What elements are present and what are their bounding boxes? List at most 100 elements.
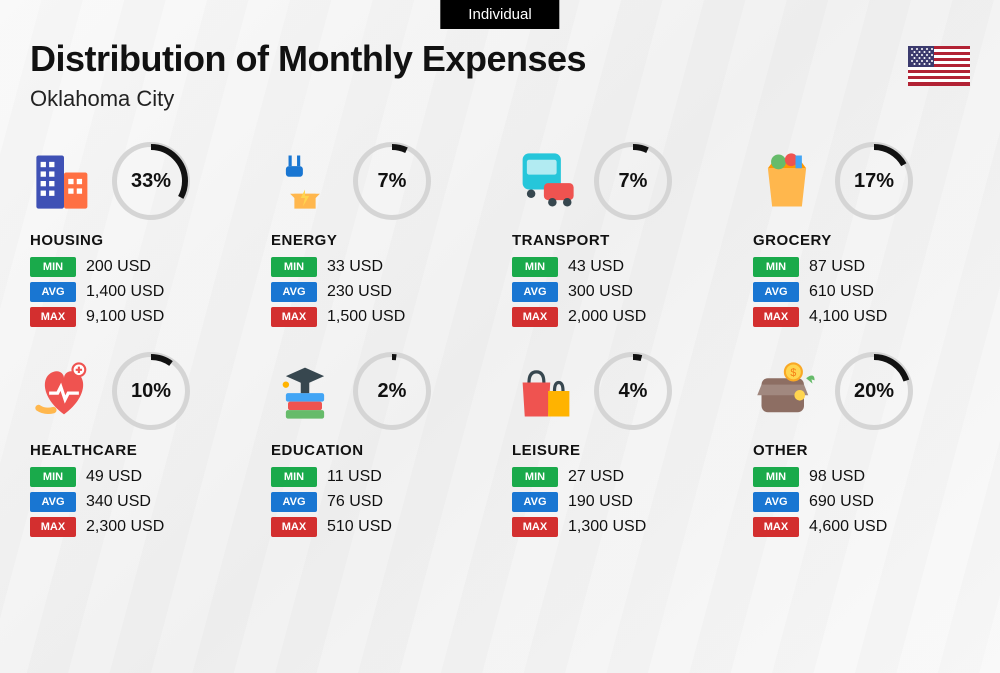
stat-max: MAX 2,000 USD [512,307,729,327]
stat-max: MAX 510 USD [271,517,488,537]
badge-min: MIN [512,257,558,277]
stat-avg: AVG 610 USD [753,282,970,302]
badge-max: MAX [30,517,76,537]
badge-max: MAX [753,307,799,327]
stat-min: MIN 200 USD [30,257,247,277]
page-title: Distribution of Monthly Expenses [30,38,586,80]
pct-ring-housing: 33% [112,142,190,220]
pct-ring-education: 2% [353,352,431,430]
max-value: 4,600 USD [809,518,887,536]
pct-value: 7% [353,142,431,220]
badge-avg: AVG [753,492,799,512]
grocery-icon [753,147,821,215]
stat-avg: AVG 340 USD [30,492,247,512]
category-name: OTHER [753,442,970,459]
category-name: TRANSPORT [512,232,729,249]
stat-max: MAX 9,100 USD [30,307,247,327]
pct-value: 17% [835,142,913,220]
stat-avg: AVG 690 USD [753,492,970,512]
pct-ring-healthcare: 10% [112,352,190,430]
stat-min: MIN 49 USD [30,467,247,487]
max-value: 4,100 USD [809,308,887,326]
pct-value: 10% [112,352,190,430]
pct-ring-energy: 7% [353,142,431,220]
badge-min: MIN [512,467,558,487]
other-icon: $ [753,357,821,425]
stat-avg: AVG 300 USD [512,282,729,302]
pct-ring-transport: 7% [594,142,672,220]
pct-ring-grocery: 17% [835,142,913,220]
category-name: EDUCATION [271,442,488,459]
max-value: 510 USD [327,518,392,536]
education-icon [271,357,339,425]
pct-ring-other: 20% [835,352,913,430]
category-card-leisure: 4% LEISURE MIN 27 USD AVG 190 USD MAX 1,… [512,352,729,542]
badge-avg: AVG [753,282,799,302]
category-card-transport: 7% TRANSPORT MIN 43 USD AVG 300 USD MAX … [512,142,729,332]
badge-min: MIN [30,467,76,487]
badge-max: MAX [753,517,799,537]
badge-max: MAX [271,307,317,327]
min-value: 98 USD [809,468,865,486]
max-value: 1,500 USD [327,308,405,326]
badge-avg: AVG [512,492,558,512]
energy-icon [271,147,339,215]
stat-min: MIN 87 USD [753,257,970,277]
stat-min: MIN 43 USD [512,257,729,277]
badge-avg: AVG [271,282,317,302]
badge-max: MAX [512,307,558,327]
stat-max: MAX 1,500 USD [271,307,488,327]
stat-min: MIN 11 USD [271,467,488,487]
category-name: LEISURE [512,442,729,459]
max-value: 9,100 USD [86,308,164,326]
stat-avg: AVG 76 USD [271,492,488,512]
category-card-energy: 7% ENERGY MIN 33 USD AVG 230 USD MAX 1,5… [271,142,488,332]
pct-value: 20% [835,352,913,430]
max-value: 2,000 USD [568,308,646,326]
pct-value: 33% [112,142,190,220]
stat-min: MIN 98 USD [753,467,970,487]
pct-ring-leisure: 4% [594,352,672,430]
stat-max: MAX 4,600 USD [753,517,970,537]
badge-max: MAX [30,307,76,327]
stat-avg: AVG 1,400 USD [30,282,247,302]
category-grid: 33% HOUSING MIN 200 USD AVG 1,400 USD MA… [30,142,970,542]
avg-value: 340 USD [86,493,151,511]
badge-avg: AVG [512,282,558,302]
category-card-education: 2% EDUCATION MIN 11 USD AVG 76 USD MAX 5… [271,352,488,542]
leisure-icon [512,357,580,425]
avg-value: 230 USD [327,283,392,301]
badge-min: MIN [271,467,317,487]
min-value: 49 USD [86,468,142,486]
badge-avg: AVG [30,492,76,512]
category-card-grocery: 17% GROCERY MIN 87 USD AVG 610 USD MAX 4… [753,142,970,332]
avg-value: 76 USD [327,493,383,511]
avg-value: 190 USD [568,493,633,511]
stat-avg: AVG 190 USD [512,492,729,512]
min-value: 11 USD [327,468,382,486]
badge-min: MIN [271,257,317,277]
avg-value: 610 USD [809,283,874,301]
badge-max: MAX [271,517,317,537]
badge-min: MIN [30,257,76,277]
avg-value: 300 USD [568,283,633,301]
min-value: 87 USD [809,258,865,276]
header: Distribution of Monthly Expenses Oklahom… [30,0,970,112]
pct-value: 7% [594,142,672,220]
category-name: ENERGY [271,232,488,249]
stat-avg: AVG 230 USD [271,282,488,302]
category-card-healthcare: 10% HEALTHCARE MIN 49 USD AVG 340 USD MA… [30,352,247,542]
transport-icon [512,147,580,215]
pct-value: 4% [594,352,672,430]
svg-text:$: $ [790,367,796,379]
category-card-housing: 33% HOUSING MIN 200 USD AVG 1,400 USD MA… [30,142,247,332]
category-name: GROCERY [753,232,970,249]
badge-avg: AVG [30,282,76,302]
flag-usa-icon [908,46,970,86]
stat-max: MAX 2,300 USD [30,517,247,537]
min-value: 27 USD [568,468,624,486]
category-name: HOUSING [30,232,247,249]
badge-avg: AVG [271,492,317,512]
category-name: HEALTHCARE [30,442,247,459]
max-value: 1,300 USD [568,518,646,536]
